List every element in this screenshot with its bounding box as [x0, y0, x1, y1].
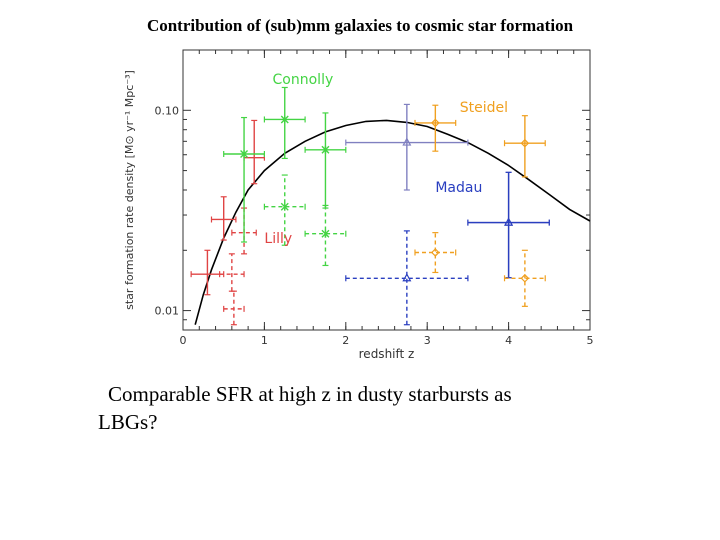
x-tick-label: 3 — [424, 334, 431, 347]
data-points-layer — [190, 86, 550, 326]
axis-ticks: 0 1 2 3 4 5 0.01 0.10 — [155, 49, 594, 347]
diamond-marker — [520, 138, 530, 148]
data-point — [263, 174, 306, 246]
series-connolly-dashed-3 — [263, 174, 347, 267]
annotation-lilly: Lilly — [264, 231, 292, 247]
model-curve — [194, 119, 591, 325]
asterisk-marker — [321, 229, 330, 238]
x-tick-label: 1 — [261, 334, 268, 347]
series-steidel-7 — [414, 104, 546, 178]
triangle-marker — [504, 217, 514, 226]
x-tick-label: 2 — [342, 334, 349, 347]
data-point — [467, 171, 550, 279]
data-point — [414, 104, 457, 152]
data-point — [190, 249, 225, 296]
annotation-madau: Madau — [435, 180, 482, 196]
series-steidel-dashed-8 — [414, 232, 546, 307]
y-tick-label: 0.10 — [155, 104, 180, 117]
series-madau-5 — [467, 171, 550, 279]
data-point — [210, 196, 237, 241]
slide-caption: Comparable SFR at high z in dusty starbu… — [98, 380, 638, 436]
series-madau-dashed-6 — [345, 230, 469, 326]
annotation-steidel: Steidel — [460, 100, 508, 116]
asterisk-marker — [321, 145, 330, 154]
annotation-layer: Connolly Steidel Madau Lilly — [264, 72, 508, 247]
diamond-marker — [430, 248, 440, 257]
triangle-marker — [402, 273, 412, 282]
asterisk-marker — [280, 115, 289, 124]
slide-title: Contribution of (sub)mm galaxies to cosm… — [146, 16, 574, 35]
y-tick-label: 0.01 — [155, 305, 180, 318]
series-connolly-2 — [223, 86, 347, 243]
data-point — [503, 115, 546, 178]
model-curve-layer — [194, 119, 591, 325]
asterisk-marker — [280, 202, 289, 211]
triangle-marker — [402, 137, 412, 146]
data-point — [304, 204, 347, 267]
x-tick-label: 5 — [587, 334, 594, 347]
data-point — [219, 253, 245, 292]
caption-line-2: LBGs? — [98, 410, 158, 434]
series-lilly-dashed-1 — [219, 207, 257, 326]
diamond-marker — [520, 273, 530, 283]
y-axis-label: star formation rate density [M⊙ yr⁻¹ Mpc… — [123, 70, 136, 310]
asterisk-marker — [240, 150, 249, 159]
data-point — [414, 232, 457, 274]
data-point — [345, 103, 469, 191]
annotation-connolly: Connolly — [273, 72, 334, 88]
data-point — [223, 290, 245, 326]
data-point — [263, 86, 306, 160]
series-lilly-0 — [190, 119, 265, 296]
x-tick-label: 0 — [180, 334, 187, 347]
diamond-marker — [430, 118, 440, 128]
data-point — [503, 249, 546, 307]
data-point — [345, 230, 469, 326]
caption-line-1: Comparable SFR at high z in dusty starbu… — [108, 382, 512, 406]
data-point — [223, 116, 265, 243]
x-tick-label: 4 — [505, 334, 512, 347]
x-axis-label: redshift z — [359, 347, 415, 361]
